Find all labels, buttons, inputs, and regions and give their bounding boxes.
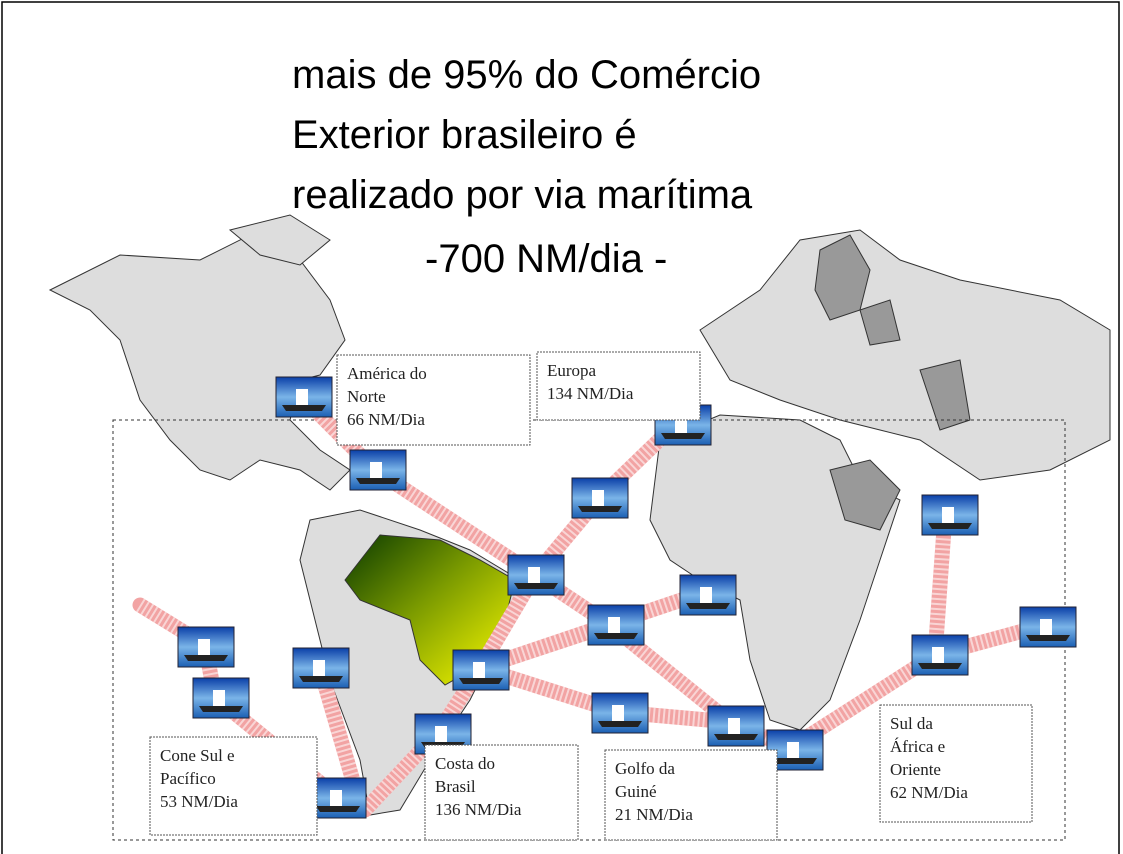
label-line: Guiné <box>615 782 657 801</box>
route-hatch <box>312 665 368 808</box>
ship-icon <box>591 692 649 734</box>
title: mais de 95% do Comércio Exterior brasilei… <box>292 53 761 281</box>
label-line: Sul da <box>890 714 933 733</box>
route-labels: América do Norte 66 NM/Dia Europa 134 NM/Dia… <box>149 351 1033 841</box>
ship-hull <box>514 583 558 589</box>
label-box <box>336 354 531 446</box>
label-line: 66 NM/Dia <box>347 410 425 429</box>
title-line: -700 NM/dia - <box>425 237 667 281</box>
label-line: África e <box>890 737 945 756</box>
ship-hull <box>773 758 817 764</box>
ship-hull <box>598 721 642 727</box>
ship-hull <box>594 633 638 639</box>
ship-hull <box>356 478 400 484</box>
label-line: Costa do <box>435 754 495 773</box>
ship-hull <box>714 734 758 740</box>
label-line: 136 NM/Dia <box>435 800 522 819</box>
ship-hull <box>459 678 503 684</box>
ship-icon <box>571 477 629 519</box>
ship-icon <box>1019 606 1077 648</box>
ship-icon <box>707 705 765 747</box>
ship-icon <box>309 777 367 819</box>
label-line: 134 NM/Dia <box>547 384 634 403</box>
ship-hull <box>199 706 243 712</box>
ship-hull <box>661 433 705 439</box>
ship-hull <box>578 506 622 512</box>
label-box <box>604 749 778 841</box>
ship-hull <box>918 663 962 669</box>
label-line: Brasil <box>435 777 476 796</box>
ship-icon <box>177 626 235 668</box>
ship-icon <box>679 574 737 616</box>
ship-icon <box>275 376 333 418</box>
world-map <box>48 214 1111 816</box>
label-line: Oriente <box>890 760 941 779</box>
label-line: Norte <box>347 387 386 406</box>
label-line: Golfo da <box>615 759 675 778</box>
ships <box>177 376 1077 819</box>
label-line: América do <box>347 364 427 383</box>
ship-cabin <box>608 617 620 633</box>
ship-hull <box>686 603 730 609</box>
ship-cabin <box>313 660 325 676</box>
label-line: 21 NM/Dia <box>615 805 693 824</box>
route-hatch <box>359 663 487 816</box>
label-box <box>879 704 1033 823</box>
label-box <box>424 744 579 841</box>
ship-cabin <box>296 389 308 405</box>
ship-hull <box>299 676 343 682</box>
label-box <box>536 351 701 421</box>
title-line: realizado por via marítima <box>292 173 753 217</box>
label-line: 62 NM/Dia <box>890 783 968 802</box>
ship-cabin <box>198 639 210 655</box>
ship-icon <box>507 554 565 596</box>
ship-cabin <box>932 647 944 663</box>
ship-icon <box>587 604 645 646</box>
ship-icon <box>452 649 510 691</box>
ship-cabin <box>700 587 712 603</box>
title-line: mais de 95% do Comércio <box>292 53 761 97</box>
ship-cabin <box>1040 619 1052 635</box>
ship-hull <box>928 523 972 529</box>
ship-cabin <box>330 790 342 806</box>
ship-cabin <box>787 742 799 758</box>
ship-cabin <box>675 417 687 433</box>
ship-hull <box>282 405 326 411</box>
label-line: Cone Sul e <box>160 746 235 765</box>
ship-icon <box>921 494 979 536</box>
ship-cabin <box>213 690 225 706</box>
route-hatch <box>927 514 953 656</box>
route-hatch <box>294 389 546 672</box>
label-line: 53 NM/Dia <box>160 792 238 811</box>
ship-hull <box>316 806 360 812</box>
ship-cabin <box>370 462 382 478</box>
title-line: Exterior brasileiro é <box>292 113 637 157</box>
ship-cabin <box>728 718 740 734</box>
ship-cabin <box>612 705 624 721</box>
label-line: Pacífico <box>160 769 216 788</box>
ship-hull <box>184 655 228 661</box>
ship-cabin <box>473 662 485 678</box>
ship-cabin <box>942 507 954 523</box>
ship-cabin <box>592 490 604 506</box>
ship-icon <box>911 634 969 676</box>
ship-hull <box>1026 635 1070 641</box>
label-line: Europa <box>547 361 597 380</box>
ship-icon <box>349 449 407 491</box>
ship-cabin <box>528 567 540 583</box>
ship-icon <box>292 647 350 689</box>
ship-icon <box>192 677 250 719</box>
label-box <box>149 736 318 836</box>
ship-cabin <box>435 726 447 742</box>
